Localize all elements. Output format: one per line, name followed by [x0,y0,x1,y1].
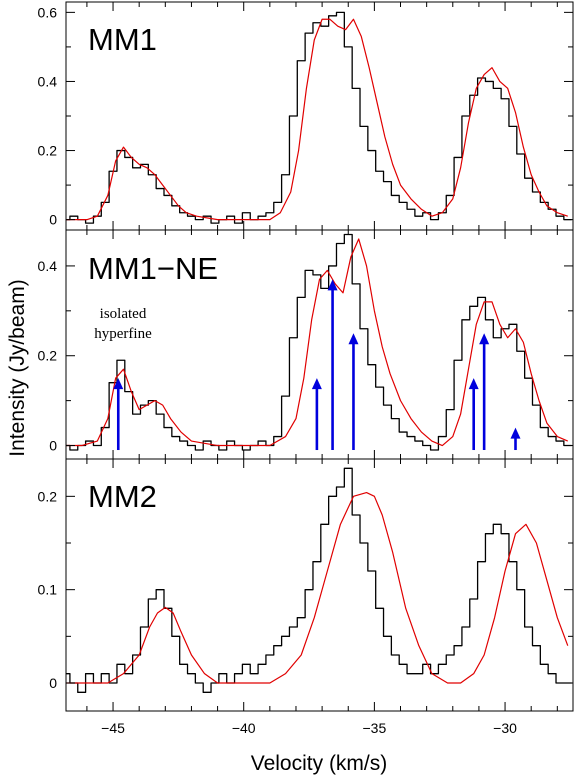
y-tick-label: 0.4 [38,258,58,274]
y-tick-label: 0 [49,438,57,454]
x-tick-label: −40 [232,720,256,736]
hyperfine-arrow [479,333,490,451]
y-axis-title: Intensity (Jy/beam) [6,279,29,456]
hyperfine-arrow [468,378,479,451]
panel-title-mm2: MM2 [88,479,157,514]
arrow-head [113,378,124,390]
y-tick-label: 0.1 [38,582,58,598]
y-tick-label: 0.2 [38,488,58,504]
panel-mm1-ne: MM1−NE isolated hyperfine 0 0.2 0.4 [38,229,574,460]
fit-curve-1 [66,238,569,447]
panel-mm1: MM1 0 0.2 0.4 0.6 [38,1,574,231]
observed-spectrum-1 [66,233,572,451]
x-tick-label: −35 [363,720,387,736]
x-tick-label: −45 [101,720,125,736]
hyperfine-arrow [327,279,338,451]
y-tick-label: 0.2 [38,348,58,364]
observed-spectrum-2 [66,467,572,693]
arrow-head [311,378,322,390]
annotation-isolated: isolated [100,306,147,322]
y-tick-label: 0.4 [38,73,58,89]
hyperfine-arrow [348,333,359,451]
panel-mm2: MM2 0 0.1 0.2 [38,458,574,712]
arrow-head [468,378,479,390]
hyperfine-arrow [311,378,322,451]
fit-curve-0 [66,18,568,221]
annotation-hyperfine: hyperfine [94,326,152,342]
panel-frame [65,458,574,712]
hyperfine-arrow [113,378,124,451]
arrow-head [348,333,359,345]
arrow-head [479,333,490,345]
x-axis-labels: −45 −40 −35 −30 [101,720,517,736]
panel-title-mm1: MM1 [88,22,157,57]
y-tick-label: 0 [49,675,57,691]
arrow-head [327,279,338,291]
y-tick-label: 0.2 [38,143,58,159]
x-tick-label: −30 [493,720,517,736]
x-axis-title: Velocity (km/s) [251,752,388,775]
panel-title-mm1-ne: MM1−NE [88,251,218,286]
arrow-head [510,427,521,439]
y-tick-label: 0 [49,212,57,228]
fit-curve-2 [66,492,569,684]
hyperfine-arrow [510,427,521,451]
y-tick-label: 0.6 [38,4,58,20]
